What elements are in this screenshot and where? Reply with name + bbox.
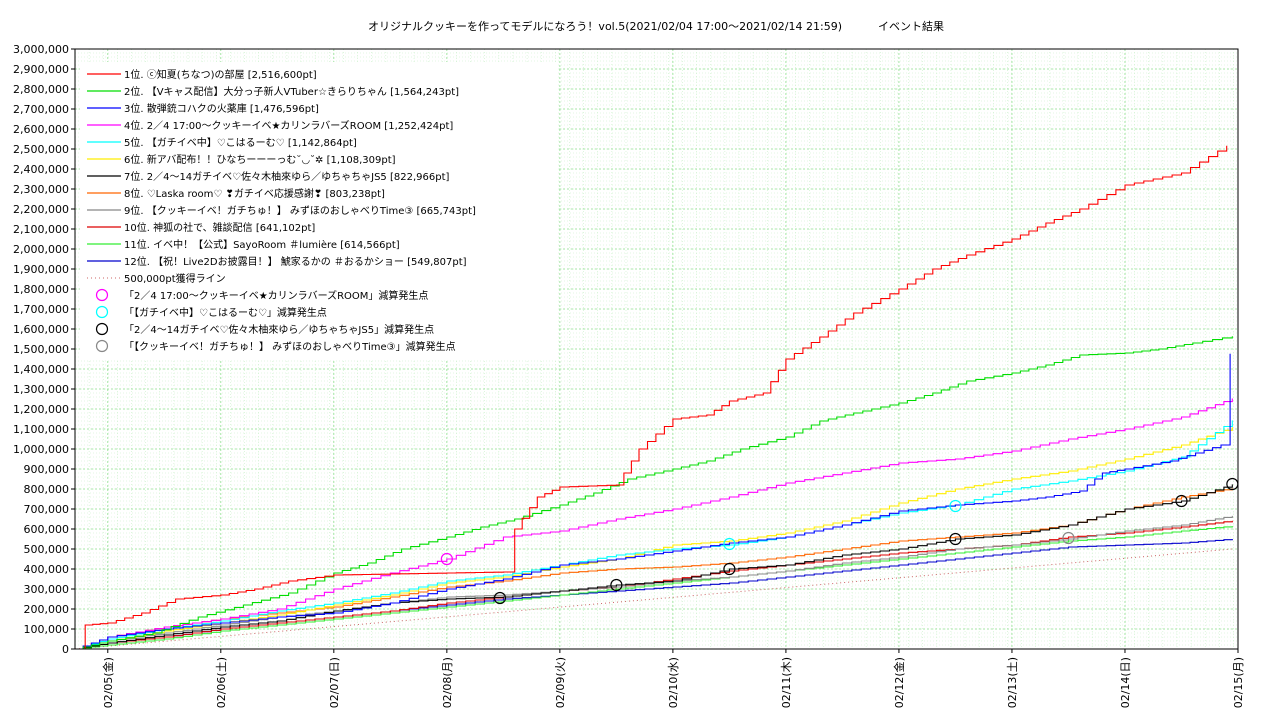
x-tick-label: 02/13(土) (1006, 657, 1019, 708)
y-tick-label: 2,400,000 (13, 163, 69, 176)
legend-marker (95, 305, 109, 319)
y-tick-label: 400,000 (24, 563, 70, 576)
series-line (75, 484, 1233, 650)
plot-frame (74, 48, 1239, 650)
marker-point (440, 552, 453, 566)
chart-title-suffix: イベント結果 (878, 19, 944, 33)
y-tick-label: 1,200,000 (13, 403, 69, 416)
y-tick-label: 2,000,000 (13, 243, 69, 256)
legend-marker (95, 322, 109, 336)
marker-point (949, 499, 962, 513)
x-tick-label: 02/05(金) (101, 657, 115, 708)
x-tick-label: 02/15(月) (1232, 657, 1245, 708)
x-tick-label: 02/11(木) (780, 657, 793, 708)
y-tick-label: 2,700,000 (13, 103, 69, 116)
series-line (75, 520, 1233, 650)
y-tick-label: 300,000 (24, 583, 70, 596)
y-tick-label: 2,200,000 (13, 203, 69, 216)
x-tick-label: 02/14(日) (1119, 657, 1132, 708)
legend-label: 2位. 【Vキャス配信】大分っ子新人VTuber☆きらりちゃん [1,564,2… (124, 85, 459, 98)
series-layer (74, 145, 1233, 650)
legend-marker (95, 288, 109, 302)
series-line (75, 398, 1233, 650)
y-tick-label: 800,000 (24, 483, 70, 496)
legend: 1位. ⓒ知夏(ちなつ)の部屋 [2,516,600pt] 2位. 【Vキャス配信… (80, 62, 558, 360)
marker-point (723, 537, 736, 551)
y-tick-label: 1,300,000 (13, 383, 69, 396)
series-line (75, 420, 1233, 650)
y-tick-label: 2,900,000 (13, 63, 69, 76)
legend-label: 7位. 2／4〜14ガチイベ♡佐々木柚來ゆら／ゆちゃちゃJS5 [822,966… (124, 170, 449, 183)
marker-point (1226, 477, 1239, 491)
legend-label: 「【クッキーイベ！ガチちゅ！】 みずほのおしゃべりTime③」減算発生点 (124, 340, 456, 353)
y-axis: 0 100,000 200,000 300,000 400,000 500,000 600,… (13, 43, 75, 656)
x-tick-label: 02/06(土) (215, 657, 228, 708)
series-line (75, 353, 1231, 650)
x-tick-label: 02/07(日) (328, 657, 341, 708)
y-tick-label: 1,800,000 (13, 283, 69, 296)
legend-label: 「【ガチイベ中】♡こはるーむ♡」減算発生点 (124, 306, 327, 319)
marker-point (610, 578, 623, 592)
legend-label: 5位. 【ガチイベ中】♡こはるーむ♡ [1,142,864pt] (124, 136, 357, 149)
legend-label: 1位. ⓒ知夏(ちなつ)の部屋 [2,516,600pt] (124, 68, 317, 81)
y-tick-label: 1,900,000 (13, 263, 69, 276)
series-line (75, 145, 1228, 650)
y-tick-label: 2,300,000 (13, 183, 69, 196)
y-tick-label: 1,500,000 (13, 343, 69, 356)
marker-point (723, 562, 736, 576)
series-line (75, 427, 1233, 650)
series-line (75, 336, 1233, 650)
legend-label: 9位. 【クッキーイベ！ガチちゅ！】 みずほのおしゃべりTime③ [665,7… (124, 204, 476, 217)
y-tick-label: 200,000 (24, 603, 70, 616)
marker-layer (440, 477, 1239, 605)
series-line (75, 526, 1233, 650)
reference-line (74, 548, 1233, 650)
legend-label: 6位. 新アバ配布！！ひなちーーーっむ˘◡˘✲ [1,108,309pt] (124, 153, 396, 166)
legend-label: 3位. 散弾銃コハクの火薬庫 [1,476,596pt] (124, 102, 319, 115)
y-tick-label: 2,500,000 (13, 143, 69, 156)
chart-title: オリジナルクッキーを作ってモデルになろう！vol.5(2021/02/04 17… (368, 19, 842, 33)
marker-point (1175, 494, 1188, 508)
y-tick-label: 1,600,000 (13, 323, 69, 336)
x-tick-label: 02/12(金) (892, 657, 906, 708)
y-tick-label: 2,100,000 (13, 223, 69, 236)
legend-label: 「2／4〜14ガチイベ♡佐々木柚來ゆら／ゆちゃちゃJS5」減算発生点 (124, 323, 434, 336)
y-tick-label: 2,600,000 (13, 123, 69, 136)
y-tick-label: 0 (62, 643, 69, 656)
y-tick-label: 1,400,000 (13, 363, 69, 376)
x-tick-label: 02/08(月) (441, 657, 454, 708)
legend-label: 500,000pt獲得ライン (124, 272, 226, 285)
y-tick-label: 700,000 (24, 503, 70, 516)
legend-label: 8位. ♡Laska room♡ ❣ガチイベ応援感謝❣ [803,238pt] (124, 187, 385, 200)
y-tick-label: 600,000 (24, 523, 70, 536)
y-tick-label: 900,000 (24, 463, 70, 476)
y-tick-label: 500,000 (24, 543, 70, 556)
y-tick-label: 1,100,000 (13, 423, 69, 436)
legend-box (80, 62, 558, 360)
x-tick-label: 02/09(火) (554, 657, 567, 708)
legend-label: 11位. イベ中！【公式】SayoRoom ＃lumière [614,566p… (124, 238, 400, 251)
marker-point (493, 591, 507, 605)
y-tick-label: 100,000 (24, 623, 70, 636)
x-tick-label: 02/10(水) (667, 657, 680, 708)
legend-label: 12位. 【祝！Live2Dお披露目！】 鯱家るかの ＃おるかショー [549,… (124, 255, 467, 268)
x-axis: 02/05(金) 02/06(土) 02/07(日) 02/08(月) 02/09(火)… (101, 649, 1245, 708)
marker-point (1062, 531, 1075, 545)
legend-marker (95, 339, 109, 353)
legend-label: 10位. 神狐の社で、雑談配信 [641,102pt] (124, 221, 315, 234)
marker-point (949, 532, 962, 546)
legend-label: 「2／4 17:00〜クッキーイベ★カリンラバーズROOM」減算発生点 (124, 289, 428, 302)
y-tick-label: 2,800,000 (13, 83, 69, 96)
y-tick-label: 1,000,000 (13, 443, 69, 456)
legend-label: 4位. 2／4 17:00〜クッキーイベ★カリンラバーズROOM [1,252,… (124, 119, 453, 132)
y-tick-label: 1,700,000 (13, 303, 69, 316)
y-tick-label: 3,000,000 (13, 43, 69, 56)
